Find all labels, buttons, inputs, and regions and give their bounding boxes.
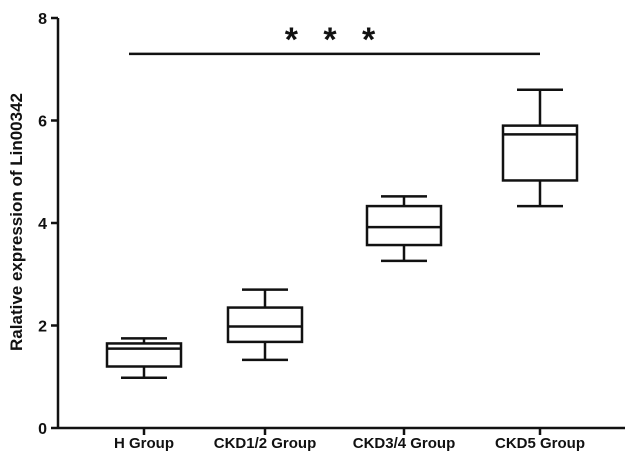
box-1 <box>105 337 183 380</box>
box-3 <box>365 195 443 263</box>
box-4 <box>501 88 579 208</box>
iqr-box <box>365 204 443 247</box>
x-tick-label: H Group <box>114 435 174 452</box>
iqr-box <box>105 342 183 368</box>
box-2 <box>226 288 304 362</box>
y-tick-label: 6 <box>38 114 47 131</box>
y-tick-label: 2 <box>38 319 47 336</box>
iqr-box <box>501 124 579 182</box>
significance-annotation: * * * <box>129 21 540 59</box>
plot-area: 0 2 4 6 8 H Group CKD1/2 Group CKD3/4 Group CKD5… <box>38 11 625 452</box>
y-axis-label: Ralative expression of Lin00342 <box>7 93 26 351</box>
y-tick-label: 4 <box>38 216 47 233</box>
y-tick-label: 0 <box>38 421 47 438</box>
iqr-box <box>226 306 304 344</box>
x-tick-label: CKD5 Group <box>495 435 585 452</box>
y-tick-label: 8 <box>38 11 47 28</box>
x-tick-label: CKD1/2 Group <box>214 435 317 452</box>
significance-stars: * * * <box>285 21 384 59</box>
x-tick-label: CKD3/4 Group <box>353 435 456 452</box>
